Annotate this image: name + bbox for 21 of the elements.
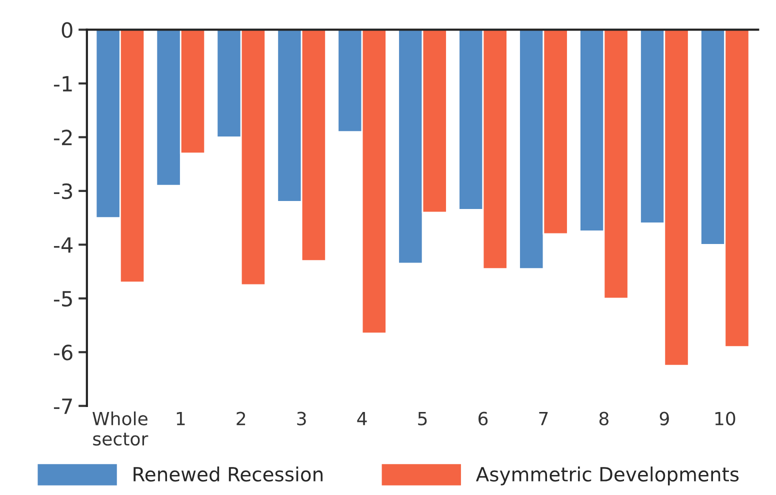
x-tick-label: 5 [418,412,427,426]
legend-label: Renewed Recession [134,466,322,482]
x-tick-label: 4 [357,412,367,426]
y-tick-label: -7 [54,398,72,414]
x-tick-label: Whole sector [92,411,148,446]
x-tick-label: 6 [478,412,488,426]
x-tick-label: 3 [297,412,306,426]
y-tick-label: -3 [54,183,72,200]
y-tick-label: 0 [62,22,72,38]
y-tick-label: -5 [54,291,72,307]
x-tick-label: 7 [539,412,548,426]
y-tick-label: -1 [54,76,72,92]
y-tick-label: -6 [54,344,72,360]
legend-label: Asymmetric Developments [476,466,739,486]
y-tick-label: -4 [54,237,73,253]
x-tick-label: 1 [176,412,185,426]
x-tick-label: 8 [599,412,608,426]
x-tick-label: 2 [236,412,246,426]
x-tick-label: 9 [660,412,669,426]
y-tick-label: -2 [54,130,72,146]
x-tick-label: 10 [715,412,736,426]
